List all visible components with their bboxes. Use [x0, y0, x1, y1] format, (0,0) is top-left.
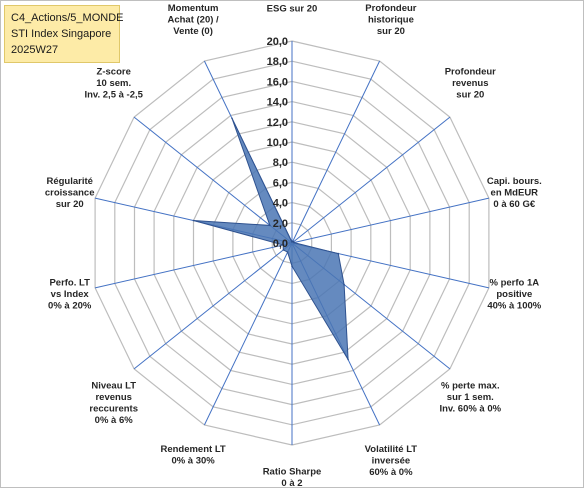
category-label-line: 0% à 30%: [171, 455, 215, 466]
category-label: % perfo 1A positive 40% à 100%: [487, 278, 541, 312]
category-label-line: Rendement LT: [160, 444, 225, 455]
data-point: [231, 117, 233, 120]
category-label: NoteESG sur 20: [267, 0, 318, 15]
category-label-line: Z-score: [97, 66, 131, 77]
axis-spoke: [133, 242, 293, 370]
title-line-category: C4_Actions/5_MONDE: [11, 12, 124, 24]
category-label-line: vs Index: [51, 289, 90, 300]
data-point: [291, 265, 293, 268]
category-label: Ratio Sharpe 0 à 2: [263, 466, 322, 488]
category-label-line: en MdEUR: [491, 188, 539, 199]
category-label-line: Inv. 60% à 0%: [439, 404, 501, 415]
category-label-line: Niveau LT: [91, 381, 136, 392]
category-label-line: Volatilité LT: [365, 444, 418, 455]
category-label-line: % perfo 1A: [489, 278, 539, 289]
category-label-line: revenus: [452, 78, 488, 89]
data-point: [337, 252, 340, 255]
category-label-line: Momentum: [168, 3, 219, 14]
title-line-week: 2025W27: [11, 44, 59, 56]
radial-tick-label: 14,0: [267, 97, 288, 109]
category-label-line: reccurents: [89, 404, 138, 415]
category-label-line: 0 à 2: [281, 478, 302, 488]
category-label: Profondeur revenus sur 20: [445, 66, 496, 100]
radial-tick-label: 16,0: [267, 76, 288, 88]
category-label-line: Perfo. LT: [49, 278, 90, 289]
data-point: [282, 244, 284, 246]
data-point: [269, 224, 271, 227]
category-label: Perfo. LT vs Index 0% à 20%: [48, 278, 92, 312]
category-label-line: Régularité: [46, 176, 92, 187]
category-label: Niveau LT revenus reccurents 0% à 6%: [89, 381, 138, 427]
category-label-line: historique: [368, 15, 414, 26]
radial-tick-label: 8,0: [273, 157, 288, 169]
radial-tick-label: 20,0: [267, 36, 288, 48]
category-label-line: sur 20: [56, 199, 84, 210]
radial-tick-label: 12,0: [267, 117, 288, 129]
radial-tick-label: 18,0: [267, 56, 288, 68]
category-label-line: sur 20: [456, 89, 484, 100]
category-label-line: % perte max.: [441, 381, 500, 392]
axis-spoke: [291, 197, 490, 244]
axis-spoke: [94, 242, 293, 289]
category-label-line: positive: [496, 289, 532, 300]
radial-tick-label: 6,0: [273, 177, 288, 189]
category-label: Profondeur historique sur 20: [365, 3, 416, 37]
radial-tick-label: 4,0: [273, 198, 288, 210]
category-label: Rendement LT 0% à 30%: [160, 444, 225, 467]
category-label: Volatilité LT inversée 60% à 0%: [365, 444, 418, 478]
radial-tick-label: 2,0: [273, 218, 288, 230]
category-label: Momentum Achat (20) / Vente (0): [167, 3, 219, 37]
category-label-line: Capi. bours.: [487, 176, 542, 187]
data-point: [293, 241, 295, 244]
category-label-line: ESG sur 20: [267, 4, 318, 15]
category-label: Z-score 10 sem. Inv. 2,5 à -2,5: [84, 66, 143, 100]
category-label-line: 40% à 100%: [487, 301, 541, 312]
category-label-line: 0% à 6%: [95, 415, 134, 426]
category-label: Capi. bours. en MdEUR 0 à 60 G€: [487, 176, 542, 210]
category-label-line: 0% à 20%: [48, 301, 92, 312]
category-label-line: Inv. 2,5 à -2,5: [84, 89, 143, 100]
category-label-line: Profondeur: [445, 66, 496, 77]
category-label-line: 60% à 0%: [369, 467, 413, 478]
category-label-line: sur 20: [377, 26, 405, 37]
axis-spoke: [133, 116, 293, 244]
data-point: [286, 251, 289, 253]
data-point: [347, 358, 349, 361]
category-label-line: Profondeur: [365, 3, 416, 14]
radial-tick-label: 10,0: [267, 137, 288, 149]
axis-spoke: [291, 60, 381, 244]
data-point: [343, 283, 345, 286]
radial-tick-label: 0,0: [273, 238, 288, 250]
category-label-line: sur 1 sem.: [447, 392, 494, 403]
category-label-line: 0 à 60 G€: [493, 199, 535, 210]
title-line-index: STI Index Singapore: [11, 28, 112, 40]
category-label-line: Vente (0): [173, 26, 213, 37]
category-label-line: inversée: [372, 455, 411, 466]
axis-spoke: [203, 242, 293, 426]
data-point: [282, 249, 285, 251]
category-label-line: Ratio Sharpe: [263, 466, 322, 477]
category-label-line: Achat (20) /: [167, 15, 219, 26]
category-label-line: revenus: [95, 392, 131, 403]
category-label: Régularité croissance sur 20: [45, 176, 95, 210]
category-label-line: Note: [281, 0, 302, 3]
data-area: [193, 118, 349, 360]
category-label-line: croissance: [45, 188, 95, 199]
category-label-line: 10 sem.: [96, 78, 131, 89]
axis-spoke: [291, 116, 451, 244]
data-point: [192, 219, 195, 222]
chart-title-box: C4_Actions/5_MONDE STI Index Singapore 2…: [4, 5, 124, 63]
category-label: % perte max. sur 1 sem. Inv. 60% à 0%: [439, 381, 501, 415]
